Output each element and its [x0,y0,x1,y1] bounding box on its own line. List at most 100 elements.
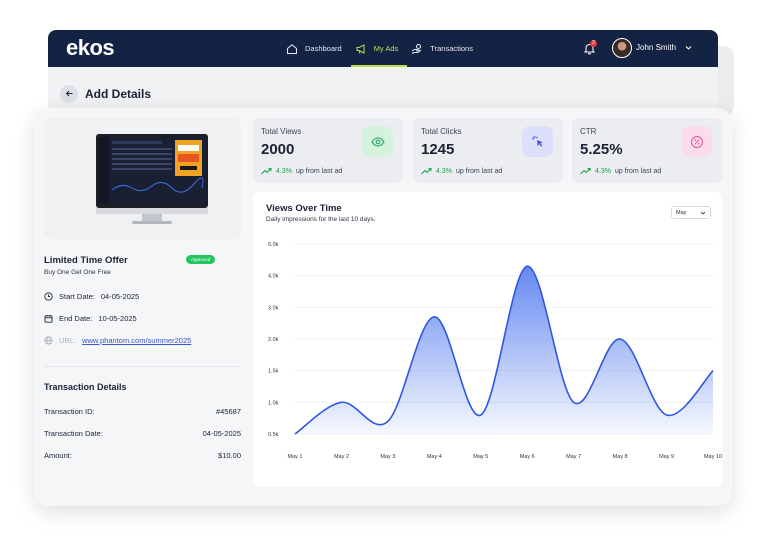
x-tick-label: May 6 [520,454,535,460]
stat-pct: 4.3% [436,167,452,175]
stat-trend: 4.3% up from last ad [580,167,661,175]
stat-card-total-views: Total Views 2000 4.3% up from last ad [253,118,403,183]
y-tick-label: 1.5k [268,369,279,375]
month-select-value: May [676,209,687,216]
ad-subtitle: Buy One Get One Free [44,269,111,276]
nav-transactions[interactable]: Transactions [407,30,482,67]
monitor-mockup-image [96,134,208,224]
stat-trend-text: up from last ad [455,167,503,175]
x-tick-label: May 5 [473,454,488,460]
transaction-date-label: Transaction Date: [44,429,103,438]
stat-trend: 4.3% up from last ad [261,167,342,175]
stat-pct: 4.3% [595,167,611,175]
calendar-icon [44,315,53,323]
hand-coin-icon [412,43,422,54]
nav-transactions-label: Transactions [430,44,473,53]
ad-info-column [44,118,241,239]
end-date-label: End Date: [59,314,93,323]
main-nav: Dashboard My Ads Transactions [282,30,482,67]
amount-value: $10.00 [218,451,241,460]
views-area-chart: 5.0k 4.0k 3.0k 2.0k 1.5k 1.0k 0.5k May 1 May 2 Ma… [268,242,722,460]
stat-icon-box [681,126,712,157]
views-series-line [294,265,714,435]
app-window: ekos Dashboard My Ads Transactions 2 Joh… [48,30,718,120]
month-select[interactable]: May [671,206,711,219]
home-icon [287,43,297,54]
amount-label: Amount: [44,451,72,460]
stat-trend-text: up from last ad [614,167,662,175]
x-tick-label: May 3 [380,454,395,460]
y-tick-label: 1.0k [268,400,279,406]
views-chart-card: Views Over Time Daily impressions for th… [253,192,722,487]
stat-icon-box [522,126,553,157]
back-button[interactable] [60,84,78,103]
transaction-heading: Transaction Details [44,382,127,392]
start-date-row: Start Date: 04-05-2025 [44,292,139,301]
stat-card-ctr: CTR 5.25% 4.3% up from last ad [572,118,722,183]
y-tick-label: 0.5k [268,432,279,438]
x-tick-label: May 2 [334,454,349,460]
stat-value: 1245 [421,141,455,158]
start-date-label: Start Date: [59,292,95,301]
nav-my-ads-label: My Ads [373,44,399,53]
user-name[interactable]: John Smith [636,43,677,52]
nav-dashboard-label: Dashboard [305,44,342,53]
trend-up-icon [261,168,272,175]
globe-icon [44,336,53,345]
y-tick-label: 4.0k [268,274,279,280]
transaction-row: Amount: $10.00 [44,451,241,460]
x-tick-label: May 7 [566,454,581,460]
stat-label: Total Clicks [421,127,462,136]
end-date-value: 10-05-2025 [98,314,137,323]
clock-icon [44,292,53,301]
y-tick-label: 2.0k [268,337,279,343]
trend-up-icon [580,168,591,175]
url-row: URL: www.phantom.com/summer2025 [44,336,191,345]
percent-icon [690,135,703,148]
chart-title: Views Over Time [266,203,342,214]
ad-details-card: Limited Time Offer Approved Buy One Get … [34,108,732,506]
transaction-row: Transaction ID: #45687 [44,407,241,416]
stat-card-total-clicks: Total Clicks 1245 4.3% up from last ad [413,118,563,183]
status-badge: Approved [186,255,216,264]
chevron-down-icon[interactable] [684,43,693,52]
ad-url-link[interactable]: www.phantom.com/summer2025 [82,336,192,345]
arrow-left-icon [65,90,72,97]
nav-my-ads[interactable]: My Ads [350,30,408,67]
stat-label: Total Views [261,127,302,136]
nav-dashboard[interactable]: Dashboard [282,30,351,67]
stat-value: 2000 [261,141,295,158]
y-tick-label: 3.0k [268,305,279,311]
x-tick-label: May 1 [288,454,303,460]
ad-preview [44,118,241,239]
cursor-click-icon [531,135,543,147]
page-header: Add Details [48,67,718,120]
x-tick-label: May 10 [704,454,722,460]
stat-pct: 4.3% [276,167,292,175]
logo-text: ekos [66,35,115,60]
stat-icon-box [362,126,393,157]
transaction-id-value: #45687 [215,407,241,416]
eye-icon [370,136,385,147]
stat-trend: 4.3% up from last ad [421,167,502,175]
ad-title: Limited Time Offer [44,255,128,266]
x-tick-label: May 9 [659,454,674,460]
trend-up-icon [421,168,432,175]
end-date-row: End Date: 10-05-2025 [44,314,137,323]
megaphone-icon [356,43,365,54]
page-title: Add Details [85,86,152,101]
start-date-value: 04-05-2025 [100,292,140,301]
avatar[interactable] [612,38,632,58]
logo[interactable]: ekos [66,35,115,60]
y-tick-label: 5.0k [268,242,279,248]
views-area-fill [295,266,713,434]
notification-badge: 2 [590,40,597,47]
transaction-date-value: 04-05-2025 [202,429,241,438]
url-label: URL: [59,336,77,345]
stat-trend-text: up from last ad [295,167,343,175]
x-tick-label: May 8 [613,454,628,460]
top-navbar: ekos Dashboard My Ads Transactions 2 Joh… [48,30,718,67]
chart-subtitle: Daily impressions for the last 10 days. [266,216,376,223]
divider [44,366,241,367]
chevron-down-icon [700,211,706,215]
